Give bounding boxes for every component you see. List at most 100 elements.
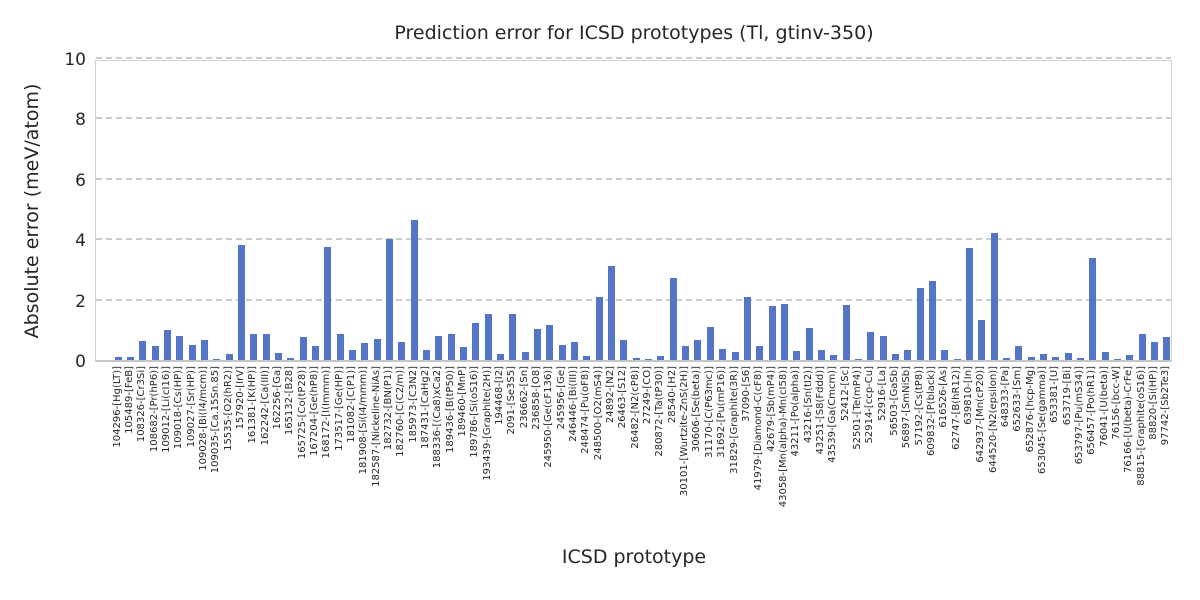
y-tick-label: 4 <box>75 231 86 252</box>
x-tick-label: 246446-[Bi(III)] <box>568 366 580 442</box>
x-tick-label: 43216-[Sn(tI2)] <box>802 366 814 443</box>
bar <box>694 340 702 360</box>
chart-title: Prediction error for ICSD prototypes (Tl… <box>394 22 874 44</box>
x-tick-label: 168172-[I(Immm)] <box>321 366 333 459</box>
x-tick-label: 52412-[Sc] <box>839 366 851 422</box>
x-tick-label: 656457-[Po(hR1)] <box>1086 366 1098 455</box>
bar <box>830 355 838 360</box>
x-tick-label: 652876-[hcp-Mg] <box>1024 366 1036 453</box>
x-tick-label: 27249-[CO] <box>642 366 654 425</box>
bar <box>423 350 430 360</box>
bar <box>435 336 443 360</box>
bar <box>558 344 566 360</box>
bar <box>126 357 134 360</box>
bar <box>817 350 825 360</box>
bar <box>213 358 221 360</box>
x-tick-label: 24892-[N2] <box>605 366 617 424</box>
x-tick-label: 41979-[Diamond-C(cF8)] <box>753 366 765 491</box>
gridline-y10 <box>96 57 1171 59</box>
bar <box>373 338 381 360</box>
bar <box>867 331 875 360</box>
bar <box>1126 354 1134 360</box>
bar <box>854 359 862 360</box>
plot-area <box>95 57 1172 362</box>
x-tick-label: 76041-[U(beta)] <box>1098 366 1110 447</box>
bar <box>780 304 788 360</box>
bar <box>1077 357 1085 360</box>
bar <box>805 328 813 360</box>
x-tick-label: 56503-[GaSb] <box>888 366 900 436</box>
x-tick-label: 165725-[Co(tP28)] <box>296 366 308 460</box>
gridline-y4 <box>96 238 1171 241</box>
bar <box>361 343 369 360</box>
x-tick-label: 248474-[Pu(oF8)] <box>580 366 592 454</box>
bar <box>1002 358 1010 360</box>
x-tick-label: 165132-[B28] <box>284 366 296 436</box>
bar <box>410 219 418 360</box>
bar <box>682 345 690 360</box>
y-tick-label: 10 <box>64 50 86 70</box>
x-tick-label: 639810-[In] <box>962 366 974 425</box>
bar <box>225 353 233 360</box>
bar <box>497 353 505 360</box>
x-tick-label: 616526-[As] <box>938 366 950 428</box>
x-tick-label: 62747-[B(hR12)] <box>950 366 962 450</box>
bar <box>1052 357 1060 360</box>
x-tick-label: 52501-[Te(mP4)] <box>851 366 863 450</box>
bar <box>534 329 542 360</box>
bar <box>509 314 517 360</box>
x-tick-label: 108682-[Pr(hP6)] <box>148 366 160 453</box>
bar <box>250 333 258 360</box>
x-tick-label: 162256-[Ga] <box>271 366 283 430</box>
x-tick-label: 181908-[Si(I4/mmm)] <box>358 366 370 475</box>
x-tick-label: 182732-[BN(P1)] <box>382 366 394 451</box>
y-tick-label: 6 <box>75 170 86 191</box>
bar <box>114 357 122 360</box>
x-tick-label: 189786-[Si(oS16)] <box>469 366 481 458</box>
bar <box>398 342 406 360</box>
x-tick-label: 653719-[Bi] <box>1061 366 1073 426</box>
x-tick-label: 42679-[Sb(mP4)] <box>765 366 777 452</box>
x-tick-label: 609832-[P(black)] <box>925 366 937 456</box>
bar <box>348 350 356 360</box>
x-tick-label: 37090-[S6] <box>740 366 752 422</box>
x-tick-label: 109018-[Cs(HP)] <box>173 366 185 450</box>
x-tick-label: 105489-[FeB] <box>123 366 135 434</box>
x-tick-label: 31692-[Pu(mP16)] <box>716 366 728 458</box>
bar <box>1064 353 1072 360</box>
bar <box>1138 333 1146 360</box>
bar <box>484 314 492 360</box>
bar <box>669 277 677 360</box>
bar <box>1101 351 1109 360</box>
x-tick-label: 28540-[H2] <box>666 366 678 424</box>
gridline-y8 <box>96 117 1171 120</box>
x-tick-label: 109012-[Li(cI16)] <box>160 366 172 453</box>
x-tick-label: 88820-[Si(HP)] <box>1148 366 1160 440</box>
x-tick-label: 236858-[O8] <box>531 366 543 430</box>
x-tick-label: 245950-[Ge(cF136)] <box>543 366 555 468</box>
bar <box>842 305 850 360</box>
y-tick-label: 2 <box>75 291 86 312</box>
x-tick-label: 76156-[bcc-W] <box>1111 366 1123 440</box>
x-tick-label: 109035-[Ca.15Sn.85] <box>210 366 222 474</box>
x-tick-label: 188336-[(Ca8)xCa2] <box>432 366 444 469</box>
x-tick-label: 76166-[U(beta)-CrFe] <box>1123 366 1135 473</box>
x-tick-label: 161381-[K(HP)] <box>247 366 259 444</box>
bar <box>583 355 591 360</box>
bar <box>756 345 764 360</box>
bar <box>1151 341 1159 360</box>
x-tick-label: 2091-[Se3S5] <box>506 366 518 435</box>
x-tick-label: 653045-[Se(gamma)] <box>1037 366 1048 474</box>
x-tick-label: 31829-[Graphite(3R)] <box>728 366 740 474</box>
bar <box>1040 353 1047 360</box>
bar <box>645 359 653 360</box>
bar <box>928 281 936 360</box>
bar <box>336 333 344 360</box>
x-tick-label: 88815-[Graphite(oS16)] <box>1135 366 1147 486</box>
x-tick-label: 109028-[Bi(I4/mcm)] <box>197 366 209 471</box>
gridline-y6 <box>96 177 1171 180</box>
x-tick-label: 162242-[Ca(III)] <box>259 366 271 446</box>
bar <box>1089 257 1097 360</box>
bar <box>768 306 776 360</box>
